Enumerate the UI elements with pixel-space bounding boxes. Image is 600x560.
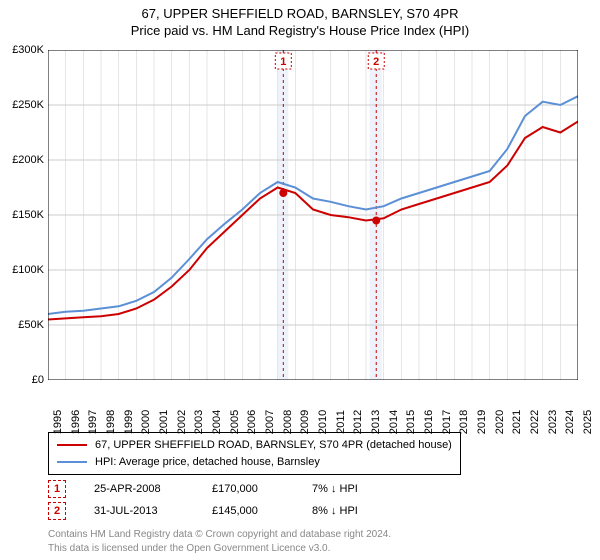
chart-title-address: 67, UPPER SHEFFIELD ROAD, BARNSLEY, S70 … — [0, 0, 600, 21]
x-axis-label: 2018 — [458, 410, 470, 434]
footer: Contains HM Land Registry data © Crown c… — [48, 528, 391, 556]
svg-text:2: 2 — [373, 56, 379, 68]
legend: 67, UPPER SHEFFIELD ROAD, BARNSLEY, S70 … — [48, 432, 461, 475]
y-axis-label: £50K — [4, 319, 44, 331]
footer-line: Contains HM Land Registry data © Crown c… — [48, 528, 391, 542]
x-axis-label: 2002 — [176, 410, 188, 434]
x-axis-label: 2022 — [529, 410, 541, 434]
legend-item: HPI: Average price, detached house, Barn… — [57, 454, 452, 471]
x-axis-label: 2011 — [335, 410, 347, 434]
sale-date: 31-JUL-2013 — [94, 505, 184, 517]
sale-date: 25-APR-2008 — [94, 483, 184, 495]
svg-text:1: 1 — [280, 56, 286, 68]
y-axis-label: £0 — [4, 374, 44, 386]
x-axis-label: 2015 — [405, 410, 417, 434]
sale-price: £170,000 — [212, 483, 284, 495]
x-axis-label: 2024 — [564, 410, 576, 434]
x-axis-label: 2003 — [193, 410, 205, 434]
legend-label: 67, UPPER SHEFFIELD ROAD, BARNSLEY, S70 … — [95, 437, 452, 454]
chart-plot: 12 — [48, 50, 578, 380]
sale-diff: 7% ↓ HPI — [312, 483, 358, 495]
sale-price: £145,000 — [212, 505, 284, 517]
x-axis-label: 1999 — [123, 410, 135, 434]
y-axis-label: £300K — [4, 44, 44, 56]
x-axis-label: 2008 — [282, 410, 294, 434]
x-axis-label: 2000 — [140, 410, 152, 434]
x-axis-label: 2020 — [494, 410, 506, 434]
x-axis-label: 2013 — [370, 410, 382, 434]
legend-item: 67, UPPER SHEFFIELD ROAD, BARNSLEY, S70 … — [57, 437, 452, 454]
sale-row: 1 25-APR-2008 £170,000 7% ↓ HPI — [48, 480, 358, 498]
x-axis-label: 2023 — [547, 410, 559, 434]
x-axis-label: 2005 — [229, 410, 241, 434]
x-axis-label: 2009 — [299, 410, 311, 434]
x-axis-label: 2010 — [317, 410, 329, 434]
x-axis-label: 1996 — [70, 410, 82, 434]
y-axis-label: £200K — [4, 154, 44, 166]
legend-swatch — [57, 461, 87, 463]
y-axis-label: £100K — [4, 264, 44, 276]
x-axis-label: 1995 — [52, 410, 64, 434]
sale-row: 2 31-JUL-2013 £145,000 8% ↓ HPI — [48, 502, 358, 520]
chart-container: 67, UPPER SHEFFIELD ROAD, BARNSLEY, S70 … — [0, 0, 600, 560]
x-axis-label: 1997 — [87, 410, 99, 434]
x-axis-label: 2007 — [264, 410, 276, 434]
sale-marker: 1 — [48, 480, 66, 498]
legend-swatch — [57, 444, 87, 446]
x-axis-label: 2012 — [352, 410, 364, 434]
x-axis-label: 2017 — [441, 410, 453, 434]
x-axis-label: 2006 — [246, 410, 258, 434]
x-axis-label: 2014 — [388, 410, 400, 434]
y-axis-label: £150K — [4, 209, 44, 221]
x-axis-label: 2021 — [511, 410, 523, 434]
legend-label: HPI: Average price, detached house, Barn… — [95, 454, 320, 471]
x-axis-label: 2016 — [423, 410, 435, 434]
x-axis-label: 1998 — [105, 410, 117, 434]
y-axis-label: £250K — [4, 99, 44, 111]
x-axis-label: 2004 — [211, 410, 223, 434]
chart-subtitle: Price paid vs. HM Land Registry's House … — [0, 21, 600, 38]
sale-diff: 8% ↓ HPI — [312, 505, 358, 517]
footer-line: This data is licensed under the Open Gov… — [48, 542, 391, 556]
sale-marker: 2 — [48, 502, 66, 520]
x-axis-label: 2019 — [476, 410, 488, 434]
x-axis-label: 2001 — [158, 410, 170, 434]
x-axis-label: 2025 — [582, 410, 594, 434]
